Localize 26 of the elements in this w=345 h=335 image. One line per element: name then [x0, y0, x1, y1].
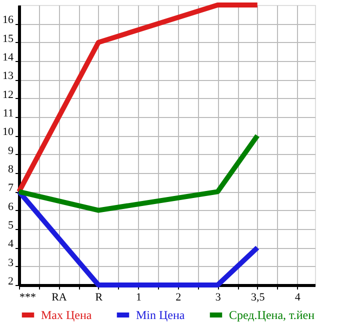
y-tick-label: 4: [8, 238, 14, 250]
legend-label: Сред.Цена, т.йен: [229, 308, 316, 322]
y-tick-label: 16: [2, 14, 14, 26]
y-tick-label: 3: [8, 256, 14, 269]
x-tick-label: 3,5: [251, 292, 266, 304]
y-tick-label: 6: [8, 200, 14, 213]
x-tick-label: 2: [176, 292, 182, 304]
y-tick-label: 12: [2, 88, 14, 101]
x-tick-label: 3: [215, 292, 222, 304]
legend-label: Max Цена: [41, 308, 92, 322]
y-tick-label: 7: [8, 182, 14, 194]
y-tick-label: 13: [2, 70, 14, 82]
x-tick-label: R: [95, 292, 104, 304]
y-tick-label: 5: [8, 220, 14, 232]
x-tick-label: 1: [136, 292, 142, 304]
y-tick-label: 10: [2, 126, 14, 138]
y-tick-label: 11: [2, 108, 14, 120]
y-tick-label: 14: [2, 52, 14, 64]
x-tick-label: 4: [294, 292, 301, 304]
x-tick-label: ***: [20, 292, 36, 304]
y-tick-label: 15: [2, 32, 14, 45]
y-tick-label: 8: [8, 164, 14, 176]
x-tick-label: RA: [52, 292, 67, 304]
y-tick-label: 9: [8, 144, 14, 157]
legend-label: Min Цена: [136, 308, 186, 322]
y-tick-label: 2: [8, 276, 14, 288]
